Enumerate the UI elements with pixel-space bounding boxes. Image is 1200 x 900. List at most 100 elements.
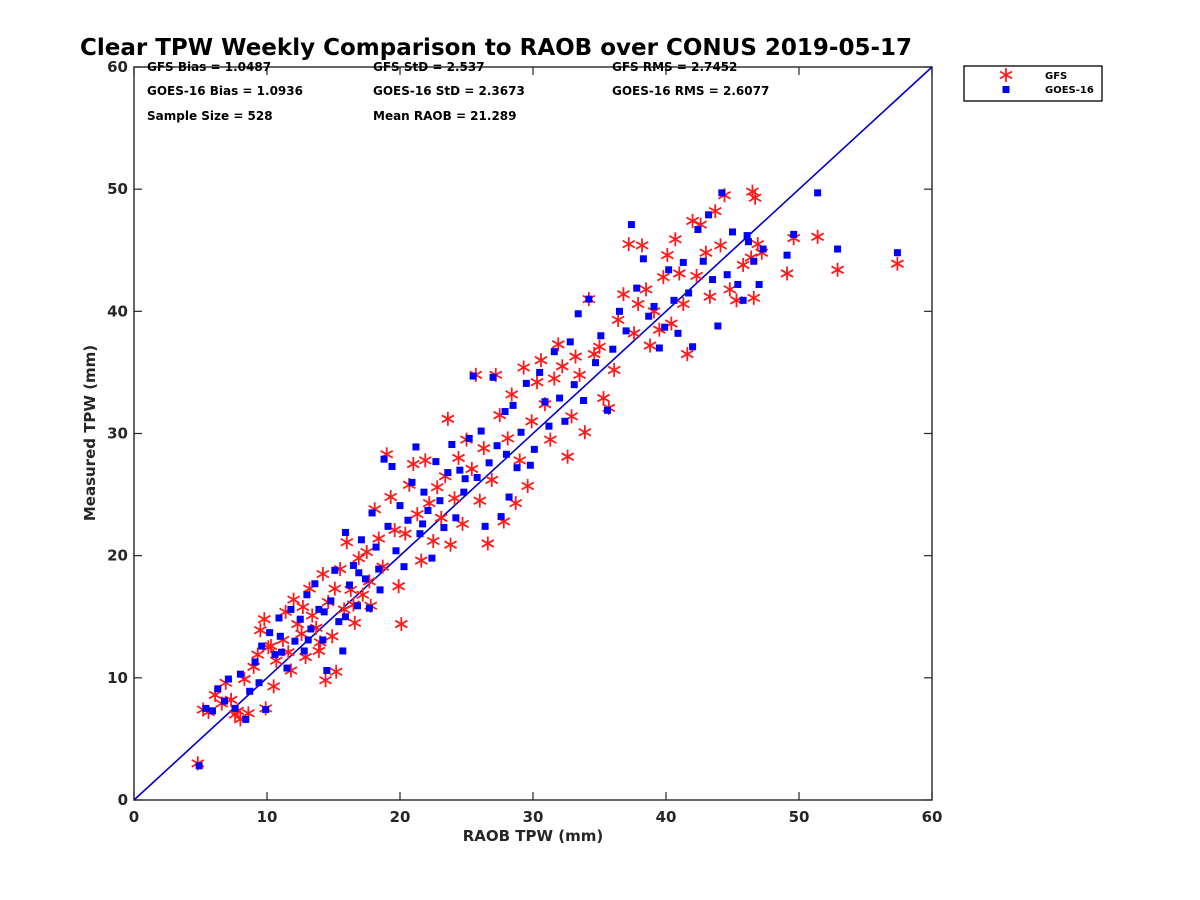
goes16-point [734,280,742,288]
gfs-point [444,537,458,552]
x-tick-label: 10 [257,808,278,826]
gfs-point [780,266,794,281]
goes16-point [420,488,428,496]
goes16-point [744,238,752,246]
goes16-point [609,345,617,353]
gfs-point [505,387,519,402]
goes16-point [509,401,517,409]
goes16-point [718,189,726,197]
goes16-point [679,258,687,266]
goes16-point [448,440,456,448]
gfs-point [656,270,670,285]
gfs-point [406,457,420,472]
gfs-point [340,535,354,550]
gfs-point [616,287,630,302]
gfs-point [418,453,432,468]
goes16-point [384,522,392,530]
goes16-point [585,295,593,303]
goes16-point [456,466,464,474]
gfs-point [329,664,343,679]
goes16-point [501,408,509,416]
goes16-point [307,625,315,633]
goes16-point [283,664,291,672]
goes16-point [723,271,731,279]
goes16-point [291,637,299,645]
goes16-point [276,632,284,640]
x-tick-label: 40 [656,808,677,826]
legend-gfs-asterisk [999,68,1013,82]
gfs-point [703,289,717,304]
gfs-point [747,290,761,305]
goes16-point [376,586,384,594]
goes16-point [335,618,343,626]
goes16-point [814,189,822,197]
gfs-point [622,237,636,252]
gfs-point [573,367,587,382]
stat-mean-raob: Mean RAOB = 21.289 [373,109,517,123]
goes16-point [526,461,534,469]
goes16-point [400,563,408,571]
gfs-point [547,371,561,386]
gfs-point [477,441,491,456]
y-axis-label: Measured TPW (mm) [81,345,99,521]
goes16-point [627,221,635,229]
gfs-point [668,232,682,247]
gfs-point [631,297,645,312]
gfs-point [441,411,455,426]
gfs-point [543,432,557,447]
gfs-point [253,623,267,638]
legend: GFS GOES-16 [963,65,1103,102]
gfs-point [316,566,330,581]
gfs-point [525,414,539,429]
goes16-point [372,543,380,551]
legend-goes16-marker [1002,86,1010,93]
gfs-point [257,612,271,627]
gfs-point [501,431,515,446]
goes16-point [714,322,722,330]
gfs-point [485,472,499,487]
goes16-point [550,348,558,356]
goes16-point [597,332,605,340]
goes16-point [469,372,477,380]
goes16-point [561,417,569,425]
goes16-point [566,338,574,346]
goes16-point [323,667,331,675]
goes16-point [353,602,361,610]
gfs-point [517,360,531,375]
goes16-point [357,536,365,544]
gfs-point [551,337,565,352]
goes16-point [615,307,623,315]
gfs-point [745,184,759,199]
goes16-point [195,762,203,770]
goes16-point [694,225,702,233]
goes16-point [224,675,232,683]
goes16-point [790,230,798,238]
gfs-point [680,347,694,362]
goes16-point [493,442,501,450]
gfs-point [811,229,825,244]
goes16-point [661,323,669,331]
gfs-point [481,536,495,551]
goes16-point [743,232,751,240]
x-tick-label: 30 [523,808,544,826]
gfs-point [723,282,737,297]
goes16-point [275,614,283,622]
gfs-point [356,587,370,602]
stat-gfs-std: GFS StD = 2.537 [373,60,485,74]
goes16-point [465,434,473,442]
goes16-point [412,443,420,451]
gfs-point [660,248,674,263]
goes16-point [246,687,254,695]
gfs-point [676,297,690,312]
gfs-point [561,449,575,464]
goes16-point [530,445,538,453]
gfs-point [530,375,544,390]
gfs-point [312,643,326,658]
goes16-point [428,554,436,562]
stat-gfs-bias: GFS Bias = 1.0487 [147,60,271,74]
goes16-point [432,458,440,466]
gfs-point [430,480,444,495]
goes16-point [570,381,578,389]
goes16-point [655,344,663,352]
